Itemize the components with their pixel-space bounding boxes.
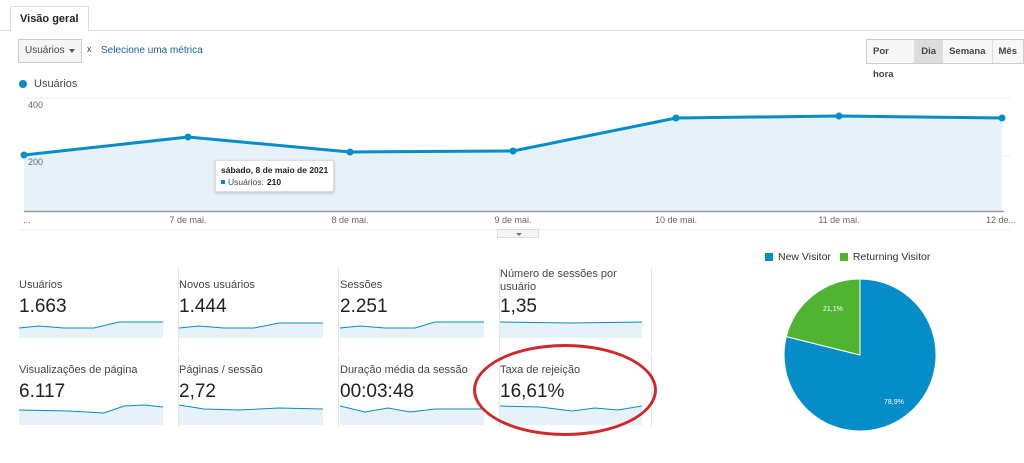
pie-label-returning: 21,1%: [823, 306, 843, 313]
legend-returning-visitor[interactable]: Returning Visitor: [839, 251, 931, 263]
remove-metric-button[interactable]: x: [87, 44, 92, 54]
sparkline: [179, 404, 323, 425]
chevron-down-icon: [69, 49, 75, 53]
scorecard-label: Sessões: [340, 279, 383, 291]
period-month-button[interactable]: Mês: [991, 40, 1023, 63]
period-toggle: Por hora Dia Semana Mês: [866, 39, 1024, 80]
select-metric-link[interactable]: Selecione uma métrica: [101, 45, 203, 56]
series-square-icon: [221, 180, 225, 184]
expand-chart-handle[interactable]: [497, 229, 539, 238]
legend-new-visitor[interactable]: New Visitor: [765, 251, 831, 263]
scorecard-users[interactable]: Usuários 1.663: [19, 268, 179, 353]
tooltip-series: Usuários:: [228, 177, 264, 187]
metric-select[interactable]: Usuários: [18, 39, 82, 63]
x-tick: 12 de...: [985, 215, 1017, 225]
x-tick: 10 de mai.: [654, 215, 698, 225]
sparkline: [19, 404, 163, 425]
chart-legend-label: Usuários: [34, 78, 78, 90]
scorecard-pageviews[interactable]: Visualizações de página 6.117: [19, 355, 179, 427]
chevron-down-icon: [516, 233, 522, 236]
scorecard-value: 1,35: [500, 296, 537, 317]
tab-overview[interactable]: Visão geral: [10, 6, 89, 32]
scorecard-value: 1.444: [179, 296, 227, 317]
chart-legend: Usuários: [19, 78, 77, 90]
scorecard-label: Duração média da sessão: [340, 364, 468, 376]
legend-square-icon: [765, 253, 773, 261]
scorecard-new-users[interactable]: Novos usuários 1.444: [179, 268, 339, 353]
users-line-chart[interactable]: 400 200 ... 7 de mai. 8 de mai. 9 de mai…: [0, 95, 1024, 240]
x-tick: ...: [23, 215, 31, 225]
scorecard-label: Visualizações de página: [19, 364, 138, 376]
scorecard-value: 1.663: [19, 296, 67, 317]
legend-label: New Visitor: [778, 251, 831, 263]
scorecard-pages-per-session[interactable]: Páginas / sessão 2,72: [179, 355, 339, 427]
tooltip-value: 210: [266, 177, 282, 187]
series-dot-icon: [19, 80, 27, 88]
sparkline: [340, 321, 484, 338]
x-tick: 11 de mai.: [818, 215, 860, 225]
period-day-button[interactable]: Dia: [914, 40, 943, 63]
scorecard-value: 2.251: [340, 296, 388, 317]
scorecard-avg-session-duration[interactable]: Duração média da sessão 00:03:48: [340, 355, 500, 427]
chart-tooltip: sábado, 8 de maio de 2021 Usuários: 210: [215, 160, 335, 192]
y-tick-200: 200: [28, 157, 44, 167]
scorecard-label: Usuários: [19, 279, 63, 291]
sparkline: [19, 321, 163, 338]
scorecard-value: 2,72: [179, 381, 216, 402]
sparkline: [500, 321, 642, 338]
visitor-pie-chart[interactable]: 21,1% 78,9%: [780, 277, 940, 437]
scorecard-label: Páginas / sessão: [179, 364, 263, 376]
scorecard-label: Novos usuários: [179, 279, 255, 291]
scorecard-value: 6.117: [19, 381, 66, 402]
scorecard-sessions[interactable]: Sessões 2.251: [340, 268, 500, 353]
period-week-button[interactable]: Semana: [942, 40, 992, 63]
x-tick: 8 de mai.: [331, 215, 369, 225]
x-tick: 9 de mai.: [494, 215, 532, 225]
scorecard-value: 00:03:48: [340, 381, 414, 402]
period-hourly-button[interactable]: Por hora: [867, 40, 915, 80]
sparkline: [179, 322, 323, 338]
tab-bar: Visão geral: [0, 0, 1024, 32]
highlight-circle: [473, 344, 657, 436]
tooltip-title: sábado, 8 de maio de 2021: [221, 165, 329, 175]
scorecard-label: Número de sessões por usuário: [500, 268, 617, 293]
y-tick-400: 400: [28, 100, 44, 110]
pie-label-new: 78,9%: [884, 399, 904, 406]
scorecard-sessions-per-user[interactable]: Número de sessões por usuário 1,35: [500, 268, 652, 353]
legend-square-icon: [839, 253, 848, 261]
legend-label: Returning Visitor: [852, 251, 931, 263]
x-tick: 7 de mai.: [169, 215, 207, 225]
sparkline: [340, 405, 484, 425]
pie-legend: New Visitor Returning Visitor: [765, 251, 939, 263]
metric-select-value: Usuários: [25, 45, 65, 56]
